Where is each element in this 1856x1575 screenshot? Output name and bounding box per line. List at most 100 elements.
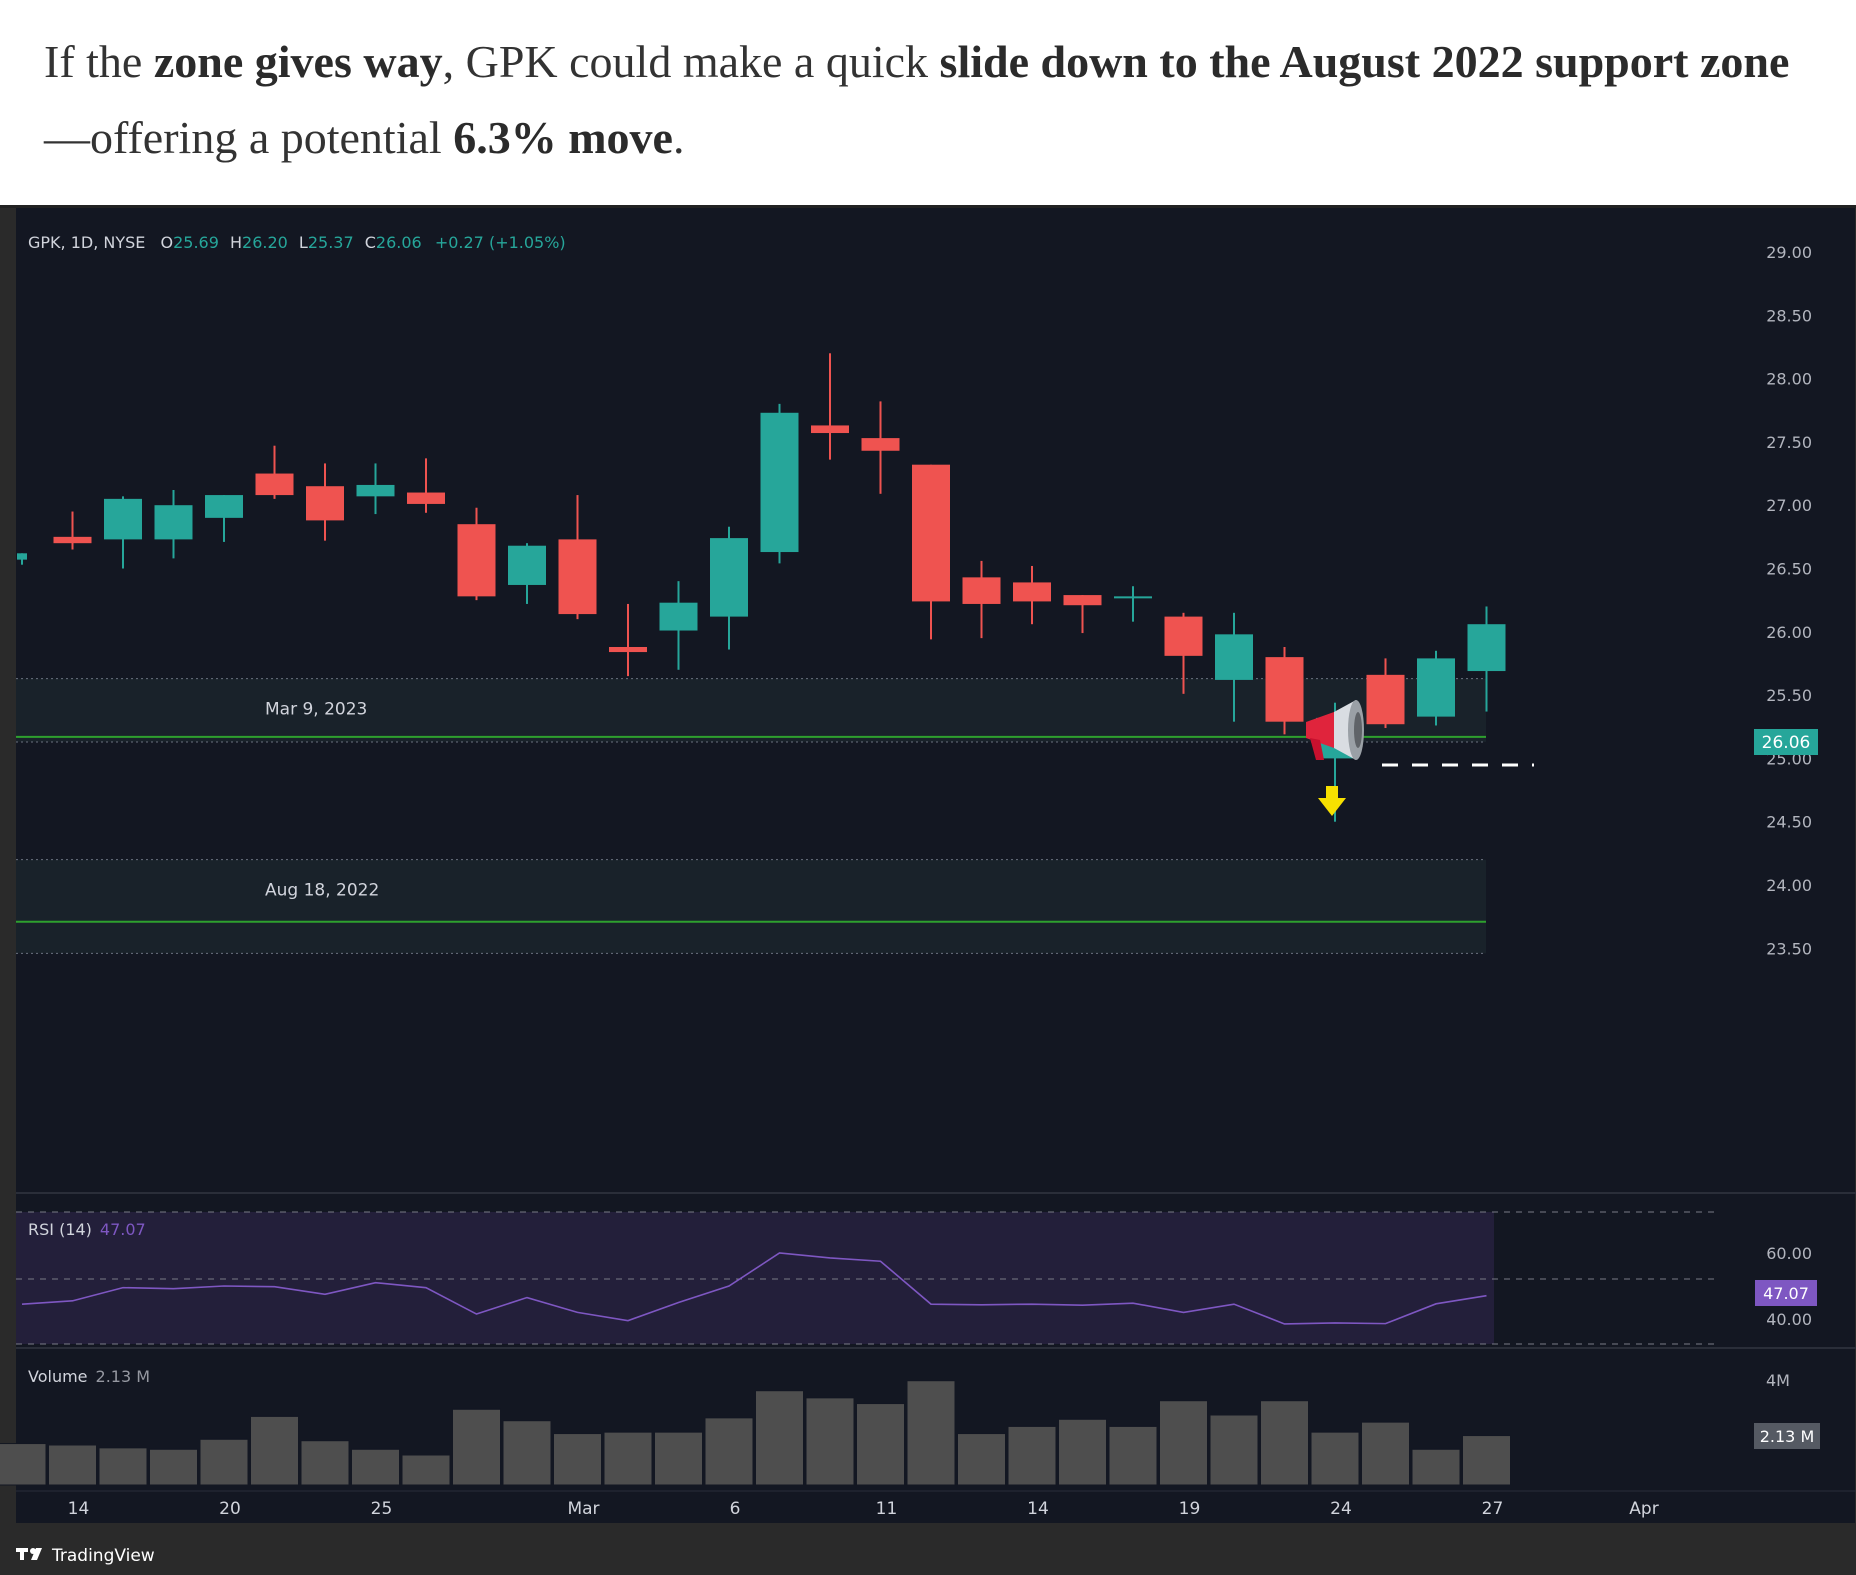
volume-bar [1361, 1421, 1410, 1486]
rsi-pane: 60.00 40.00 [16, 1211, 1812, 1345]
candle-body [861, 438, 900, 451]
support-zones: Mar 9, 2023 Aug 18, 2022 [16, 678, 1486, 954]
time-axis-label: 25 [371, 1499, 393, 1519]
volume-bar [1058, 1418, 1107, 1486]
time-axis-label: 14 [1027, 1499, 1049, 1519]
volume-bar [553, 1433, 602, 1486]
rsi-axis-label: 40.00 [1766, 1310, 1812, 1329]
volume-bar [704, 1417, 754, 1486]
candle-body [609, 646, 647, 653]
candle-body [811, 425, 849, 434]
volume-bar [98, 1447, 148, 1486]
price-axis[interactable]: 29.00 28.50 28.00 27.50 27.00 26.50 26.00 25.50… [1766, 243, 1812, 958]
price-axis-label: 28.00 [1766, 370, 1812, 389]
volume-bar [149, 1448, 198, 1486]
volume-bar [0, 1443, 47, 1486]
volume-tag: 2.13 M [1760, 1427, 1815, 1446]
candle-body [1215, 634, 1253, 680]
time-axis-label: Apr [1629, 1499, 1658, 1519]
rsi-value-tag: 47.07 [1763, 1284, 1809, 1303]
price-axis-label: 29.00 [1766, 243, 1812, 262]
rsi-line [21, 1252, 1487, 1325]
candle-body [356, 484, 395, 497]
candle-body [1114, 596, 1152, 599]
headline-text: , GPK could make a quick [442, 36, 940, 87]
tradingview-brand[interactable]: TradingView [51, 1546, 155, 1566]
time-axis-label: 20 [219, 1499, 241, 1519]
candle-body [912, 464, 950, 602]
candle-body [1013, 582, 1051, 602]
headline-paragraph: If the zone gives way, GPK could make a … [44, 24, 1824, 176]
arrow-down-icon [1318, 786, 1346, 816]
rsi-legend: RSI (14) 47.07 [28, 1220, 146, 1239]
price-axis-label: 28.50 [1766, 306, 1812, 325]
candle-body [1366, 674, 1405, 725]
candle-body [1265, 657, 1304, 722]
volume-bar [1007, 1425, 1057, 1486]
time-axis-label: 27 [1482, 1499, 1504, 1519]
candle-body [255, 473, 294, 496]
price-axis-label: 23.50 [1766, 939, 1812, 958]
volume-bar [1310, 1431, 1360, 1486]
price-tag: 26.06 [1762, 733, 1811, 753]
time-axis[interactable]: 14 20 25 Mar 6 11 14 19 24 27 Apr [68, 1499, 1659, 1519]
headline-text: If the [44, 36, 154, 87]
volume-bar [1411, 1448, 1461, 1486]
volume-bar [401, 1454, 451, 1486]
rsi-band [16, 1212, 1494, 1344]
volume-legend: Volume 2.13 M [28, 1367, 150, 1386]
headline-text: . [672, 112, 685, 163]
time-axis-label: Mar [567, 1499, 599, 1519]
volume-pane [0, 1380, 1511, 1486]
volume-bar [906, 1380, 956, 1486]
candle-body [1164, 616, 1203, 656]
price-tag-bg [1754, 729, 1818, 755]
rsi-axis-label: 60.00 [1766, 1244, 1812, 1263]
candle-body [1417, 658, 1455, 717]
time-axis-label: 24 [1330, 1499, 1352, 1519]
volume-bar [603, 1431, 653, 1486]
volume-bar [1209, 1414, 1259, 1486]
candle-body [710, 538, 748, 617]
candlestick-chart[interactable]: Mar 9, 2023 Aug 18, 2022 29.00 28.50 28.00 2… [0, 208, 1856, 1575]
candle-body [508, 545, 546, 585]
headline-text: —offering a potential [44, 112, 454, 163]
volume-bar [300, 1440, 350, 1486]
candle-body [962, 577, 1001, 604]
chart-legend: GPK, 1D, NYSE O25.69 H26.20 L25.37 C26.0… [28, 233, 566, 252]
zone-label: Mar 9, 2023 [265, 700, 367, 720]
price-axis-label: 24.50 [1766, 813, 1812, 832]
candle-body [306, 486, 344, 521]
support-zone [16, 859, 1486, 954]
chart-frame[interactable]: Mar 9, 2023 Aug 18, 2022 29.00 28.50 28.00 2… [0, 205, 1856, 1575]
candle-body [17, 553, 27, 560]
candle-body [205, 495, 243, 518]
headline-bold: slide down to the August 2022 support zo… [939, 36, 1790, 87]
volume-bar [755, 1390, 804, 1486]
volume-bar [856, 1403, 905, 1486]
volume-bar [199, 1438, 249, 1486]
time-axis-label: 19 [1179, 1499, 1201, 1519]
candle-body [1063, 595, 1102, 606]
volume-bar [250, 1415, 299, 1486]
volume-bar [502, 1420, 552, 1486]
volume-bar [957, 1433, 1006, 1486]
price-axis-label: 26.00 [1766, 623, 1812, 642]
time-axis-label: 14 [68, 1499, 90, 1519]
time-axis-label: 11 [876, 1499, 898, 1519]
price-axis-label: 25.50 [1766, 686, 1812, 705]
zone-label: Aug 18, 2022 [265, 881, 379, 901]
price-axis-label: 26.50 [1766, 560, 1812, 579]
volume-bar [1159, 1400, 1208, 1486]
megaphone-icon [1306, 700, 1364, 760]
volume-bar [654, 1431, 703, 1486]
volume-bar [1108, 1425, 1158, 1486]
volume-bar [452, 1408, 501, 1486]
candle-body [154, 505, 193, 540]
volume-bar [48, 1444, 97, 1486]
tradingview-logo-icon[interactable] [16, 1548, 42, 1560]
rsi-value-tag-bg [1755, 1280, 1817, 1306]
support-zone [16, 678, 1486, 742]
volume-bar [351, 1448, 400, 1486]
candle-body [53, 536, 92, 544]
